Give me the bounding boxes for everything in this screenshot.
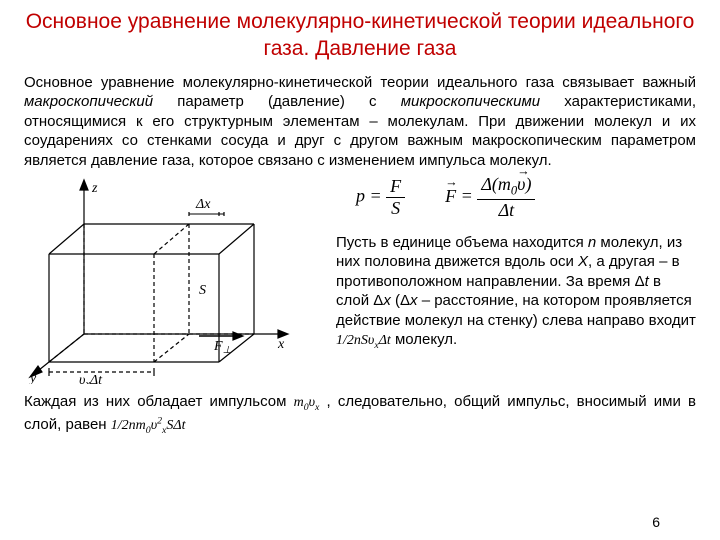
- f1-num: F: [386, 176, 405, 198]
- box-diagram: z x y Δx S F⊥ υxΔt: [24, 174, 324, 384]
- p2-x2: x: [383, 292, 391, 309]
- p3-sdt: SΔt: [166, 418, 185, 433]
- f1-lhs: p: [356, 186, 365, 206]
- p2-7: молекул.: [391, 331, 457, 348]
- vxdt-label: υxΔt: [79, 373, 103, 384]
- axis-x-label: x: [277, 337, 285, 352]
- para1-part1: Основное уравнение молекулярно-кинетичес…: [24, 74, 696, 91]
- f2-den-d: Δ: [499, 200, 510, 220]
- p2-x3: x: [410, 292, 418, 309]
- p3-1: Каждая из них обладает импульсом: [24, 393, 294, 410]
- p2-math: 1/2nSυ: [336, 333, 374, 348]
- axis-y-label: y: [28, 371, 37, 384]
- p3-m1: m: [294, 395, 304, 410]
- f1-den: S: [386, 198, 405, 219]
- p3-m2pre: 1/2: [111, 418, 129, 433]
- para1-italic1: макроскопический: [24, 93, 153, 110]
- p2-5: (Δ: [391, 292, 410, 309]
- diagram-column: z x y Δx S F⊥ υxΔt: [24, 174, 324, 384]
- f-label: F⊥: [213, 339, 232, 356]
- f2-den-t: t: [509, 200, 514, 220]
- conclusion-paragraph: Каждая из них обладает импульсом m0υx , …: [24, 392, 696, 437]
- p3-nm: nm: [129, 418, 146, 433]
- intro-paragraph: Основное уравнение молекулярно-кинетичес…: [24, 73, 696, 171]
- mid-section: z x y Δx S F⊥ υxΔt p = FS F = Δ(m0υ)Δt П…: [24, 174, 696, 384]
- f2-num-v: υ: [517, 174, 525, 195]
- f2-num-pre: Δ(: [481, 174, 498, 194]
- right-column: p = FS F = Δ(m0υ)Δt Пусть в единице объе…: [336, 174, 696, 384]
- dx-label: Δx: [195, 197, 211, 212]
- explanation-paragraph: Пусть в единице объема находится n молек…: [336, 233, 696, 353]
- p2-x: X: [578, 253, 588, 270]
- f2-eq: =: [456, 186, 477, 206]
- p2-dt: Δt: [379, 333, 391, 348]
- formula-force: F = Δ(m0υ)Δt: [445, 174, 535, 221]
- p2-1: Пусть в единице объема находится: [336, 234, 588, 251]
- para1-italic2: микроскопическими: [401, 93, 540, 110]
- axis-z-label: z: [91, 181, 98, 196]
- p2-n: n: [588, 234, 596, 251]
- page-title: Основное уравнение молекулярно-кинетичес…: [24, 8, 696, 63]
- para1-part2: параметр (давление) с: [153, 93, 401, 110]
- s-label: S: [199, 283, 206, 298]
- page-number: 6: [652, 514, 660, 530]
- formula-pressure: p = FS: [356, 176, 405, 219]
- f2-lhs: F: [445, 186, 456, 207]
- f2-num-m: m: [498, 174, 511, 194]
- formulas-row: p = FS F = Δ(m0υ)Δt: [336, 174, 696, 221]
- f1-eq: =: [365, 186, 386, 206]
